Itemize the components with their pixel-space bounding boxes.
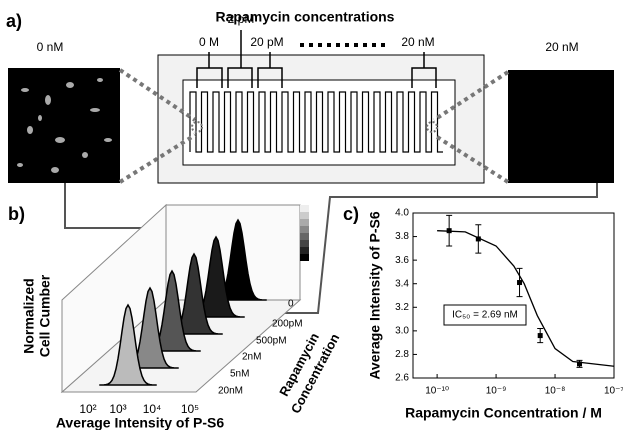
zoom-spot	[191, 121, 203, 133]
zoom-lines	[118, 68, 510, 184]
y-tick-label: 2.6	[395, 373, 409, 384]
x-tick-label: 10⁻⁹	[486, 386, 507, 397]
point	[475, 236, 481, 242]
depth-tick-label: 20nM	[218, 386, 243, 397]
brackets	[196, 30, 437, 88]
panel-label: b)	[8, 204, 25, 224]
channel-frame	[182, 79, 456, 166]
micrograph	[508, 70, 614, 183]
x-axis-label: Rapamycin Concentration / M	[405, 405, 602, 421]
annotation-box	[443, 304, 527, 326]
image-label: 0 nM	[37, 40, 64, 54]
plot-frame	[412, 212, 615, 379]
point	[577, 361, 583, 367]
y-tick-label: 3.2	[395, 302, 409, 313]
channels	[189, 91, 443, 153]
x-tick-label: 10²	[79, 402, 96, 416]
depth-tick-label: 500pM	[256, 336, 287, 347]
point	[517, 280, 523, 286]
panel-label: c)	[343, 204, 359, 224]
histogram	[99, 303, 157, 386]
channel-label: 2 pM	[228, 12, 255, 26]
scale-step	[300, 240, 309, 247]
scale-step	[300, 212, 309, 219]
scale-step	[300, 205, 309, 212]
y-tick-label: 3.6	[395, 255, 409, 266]
image-label: 20 nM	[545, 40, 578, 54]
scale-step	[300, 247, 309, 254]
x-tick-label: 10³	[109, 402, 126, 416]
x-tick-label: 10⁻⁷	[604, 386, 623, 397]
zoom-spot	[426, 121, 438, 133]
scale-step	[300, 254, 309, 261]
y-tick-label: 3.0	[395, 325, 409, 336]
scale-step	[300, 219, 309, 226]
point	[537, 333, 543, 339]
dose-response-chart: 10⁻¹⁰ 10⁻⁹ 10⁻⁸ 10⁻⁷ 2.6 2.8 3.0 3.2 3.4 3.6 3.8 4.…	[367, 208, 623, 421]
y-axis-label: Average Intensity of P-S6	[367, 211, 383, 380]
color-scale	[300, 205, 309, 261]
panel-title: Rapamycin concentrations	[216, 9, 395, 25]
axis-label: Average Intensity of P-S6	[56, 415, 225, 430]
panel-label: a)	[6, 11, 22, 31]
x-tick-label: 10⁵	[181, 402, 199, 416]
annotation: IC₅₀ = 2.69 nM	[452, 310, 518, 321]
depth-tick-label: 5nM	[230, 369, 249, 380]
channel	[189, 91, 443, 153]
channel-label: 20 pM	[250, 35, 283, 49]
y-tick-label: 4.0	[395, 208, 409, 219]
micrograph	[8, 68, 120, 183]
y-tick-label: 2.8	[395, 349, 409, 360]
axis-label: Normalized	[21, 278, 37, 353]
x-tick-label: 10⁻¹⁰	[425, 386, 449, 397]
channel-label: 0 M	[199, 35, 219, 49]
fit-line	[437, 230, 615, 367]
y-tick-label: 3.8	[395, 231, 409, 242]
histograms	[99, 218, 267, 386]
y-tick-label: 3.4	[395, 278, 409, 289]
cells	[17, 78, 112, 173]
scale-step	[300, 233, 309, 240]
channel-label: 20 nM	[401, 35, 434, 49]
depth-tick-label: 0	[288, 299, 294, 310]
depth-tick-label: 2nM	[242, 352, 261, 363]
axis-label: Cell Cumber	[37, 274, 53, 357]
scale-step	[300, 226, 309, 233]
depth-tick-label: 200pM	[272, 319, 303, 330]
x-tick-label: 10⁻⁸	[545, 386, 566, 397]
x-tick-label: 10⁴	[143, 402, 162, 416]
